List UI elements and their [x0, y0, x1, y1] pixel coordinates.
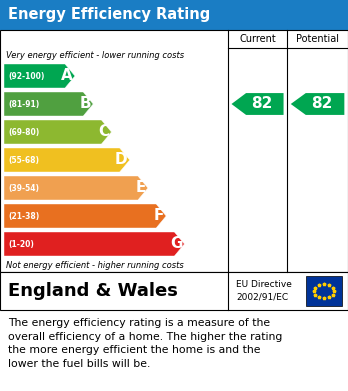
Polygon shape	[4, 232, 184, 256]
Text: England & Wales: England & Wales	[8, 282, 178, 300]
Bar	[0, 30, 348, 272]
Polygon shape	[4, 120, 111, 144]
Text: B: B	[80, 97, 91, 111]
Text: Current: Current	[239, 34, 276, 44]
Polygon shape	[4, 204, 166, 228]
Text: Energy Efficiency Rating: Energy Efficiency Rating	[8, 7, 210, 23]
Polygon shape	[4, 176, 148, 200]
Text: (21-38): (21-38)	[8, 212, 39, 221]
Bar	[306, 276, 342, 306]
Bar	[0, 0, 348, 30]
Polygon shape	[291, 93, 344, 115]
Polygon shape	[4, 92, 93, 116]
Text: (92-100): (92-100)	[8, 72, 45, 81]
Text: (39-54): (39-54)	[8, 183, 39, 192]
Text: EU Directive
2002/91/EC: EU Directive 2002/91/EC	[236, 280, 292, 302]
Text: G: G	[170, 237, 182, 251]
Text: Very energy efficient - lower running costs: Very energy efficient - lower running co…	[6, 50, 184, 59]
Text: Not energy efficient - higher running costs: Not energy efficient - higher running co…	[6, 260, 184, 269]
Text: D: D	[115, 152, 128, 167]
Text: (1-20): (1-20)	[8, 240, 34, 249]
Polygon shape	[4, 148, 130, 172]
Polygon shape	[4, 64, 75, 88]
Text: (55-68): (55-68)	[8, 156, 39, 165]
Text: 82: 82	[251, 97, 272, 111]
Text: (69-80): (69-80)	[8, 127, 39, 136]
Text: (81-91): (81-91)	[8, 99, 39, 108]
Polygon shape	[231, 93, 284, 115]
Text: A: A	[61, 68, 73, 84]
Text: C: C	[98, 124, 109, 140]
Text: E: E	[135, 181, 146, 196]
Text: The energy efficiency rating is a measure of the
overall efficiency of a home. T: The energy efficiency rating is a measur…	[8, 318, 282, 369]
Text: Potential: Potential	[296, 34, 339, 44]
Bar	[0, 272, 348, 310]
Text: 82: 82	[311, 97, 333, 111]
Text: F: F	[154, 208, 164, 224]
